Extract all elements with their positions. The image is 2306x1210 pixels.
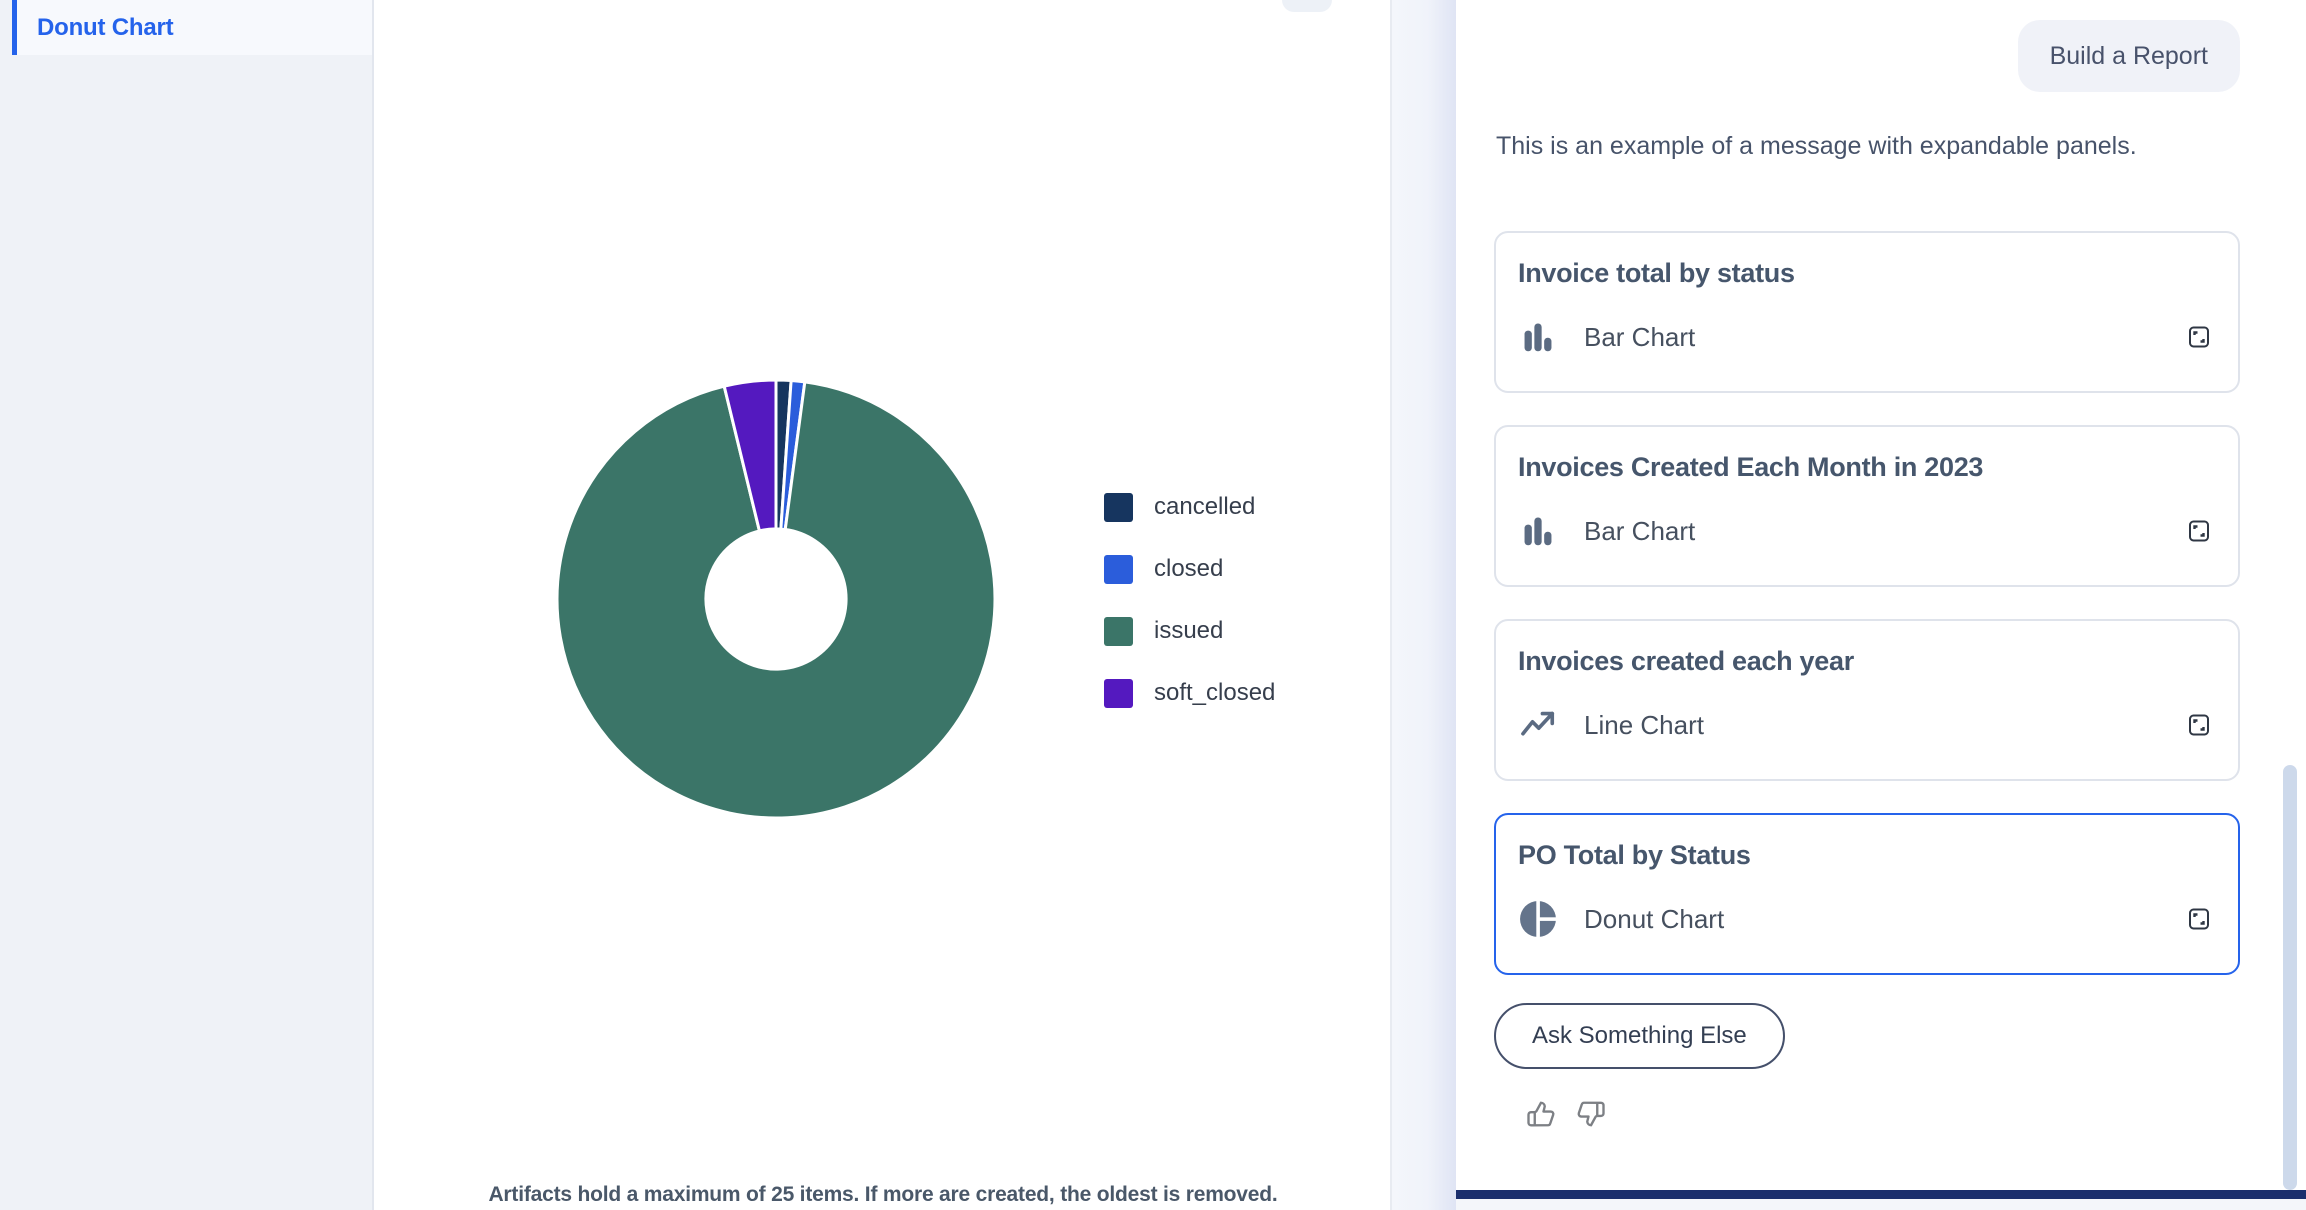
artifacts-limit-note: Artifacts hold a maximum of 25 items. If… — [488, 1183, 1278, 1206]
artifact-viewer: cancelled closed issued soft_closed Arti… — [376, 0, 1390, 1210]
panel-row: Bar Chart — [1518, 315, 2212, 359]
panel-po-total-by-status[interactable]: PO Total by Status Donut Chart — [1494, 813, 2240, 975]
panel-type-label: Line Chart — [1584, 709, 1704, 740]
panel-invoice-total-by-status[interactable]: Invoice total by status Bar Chart — [1494, 231, 2240, 393]
expand-panel-button[interactable] — [2186, 906, 2212, 932]
legend-label: cancelled — [1154, 493, 1256, 520]
panel-row: Line Chart — [1518, 703, 2212, 747]
legend-item[interactable]: cancelled — [1104, 492, 1275, 522]
panel-row: Bar Chart — [1518, 509, 2212, 553]
expand-panel-button[interactable] — [2186, 324, 2212, 350]
expandable-panels: Invoice total by status Bar Chart — [1494, 231, 2240, 1007]
panel-divider — [1390, 0, 1456, 1210]
legend-label: issued — [1154, 617, 1224, 644]
ask-something-else-button[interactable]: Ask Something Else — [1494, 1003, 1785, 1069]
expand-panel-button[interactable] — [2186, 518, 2212, 544]
artifact-sidebar: Donut Chart — [0, 0, 374, 1210]
panel-row: Donut Chart — [1518, 897, 2212, 941]
panel-title: Invoice total by status — [1518, 258, 1795, 288]
bar-chart-icon — [1518, 511, 1558, 551]
user-message-text: Build a Report — [2049, 41, 2208, 70]
ask-button-row: Ask Something Else — [1456, 975, 1785, 1069]
chart-legend: cancelled closed issued soft_closed — [1104, 492, 1275, 740]
assistant-message-text: This is an example of a message with exp… — [1496, 132, 2137, 160]
panel-title: PO Total by Status — [1518, 840, 1751, 870]
panel-title: Invoices created each year — [1518, 646, 1854, 676]
panel-type-label: Donut Chart — [1584, 903, 1725, 934]
legend-swatch-soft-closed — [1104, 678, 1133, 708]
legend-label: soft_closed — [1154, 679, 1276, 706]
thumbs-down-icon[interactable] — [1576, 1098, 1606, 1132]
panel-type-label: Bar Chart — [1584, 321, 1696, 352]
chat-input-area-partial — [1456, 1199, 2306, 1210]
bar-chart-icon — [1518, 317, 1558, 357]
expand-panel-button[interactable] — [2186, 712, 2212, 738]
donut-chart-svg — [555, 378, 997, 820]
legend-swatch-cancelled — [1104, 492, 1133, 522]
user-message-bubble: Build a Report — [2017, 20, 2240, 92]
panel-invoices-created-each-year[interactable]: Invoices created each year Line Chart — [1494, 619, 2240, 781]
panel-title: Invoices Created Each Month in 2023 — [1518, 452, 1984, 482]
chat-scrollbar-thumb[interactable] — [2283, 765, 2297, 1190]
panel-invoices-created-each-month[interactable]: Invoices Created Each Month in 2023 Bar … — [1494, 425, 2240, 587]
legend-swatch-issued — [1104, 616, 1133, 646]
donut-slice-issued[interactable] — [555, 380, 997, 820]
toolbar-button-partial[interactable] — [1282, 0, 1332, 12]
chat-panel: Build a Report This is an example of a m… — [1456, 0, 2306, 1190]
legend-item[interactable]: closed — [1104, 554, 1275, 584]
donut-slice-soft_closed[interactable] — [722, 378, 778, 533]
legend-item[interactable]: soft_closed — [1104, 678, 1275, 708]
legend-label: closed — [1154, 555, 1224, 582]
feedback-row — [1526, 1098, 1606, 1132]
thumbs-up-icon[interactable] — [1526, 1098, 1556, 1132]
donut-chart — [555, 378, 997, 820]
sidebar-item-label: Donut Chart — [37, 13, 174, 41]
donut-chart-icon — [1518, 899, 1558, 939]
chat-input-top-border — [1456, 1190, 2306, 1199]
panel-type-label: Bar Chart — [1584, 515, 1696, 546]
legend-swatch-closed — [1104, 554, 1133, 584]
legend-item[interactable]: issued — [1104, 616, 1275, 646]
sidebar-item-donut-chart[interactable]: Donut Chart — [12, 0, 372, 55]
line-chart-icon — [1518, 705, 1558, 745]
